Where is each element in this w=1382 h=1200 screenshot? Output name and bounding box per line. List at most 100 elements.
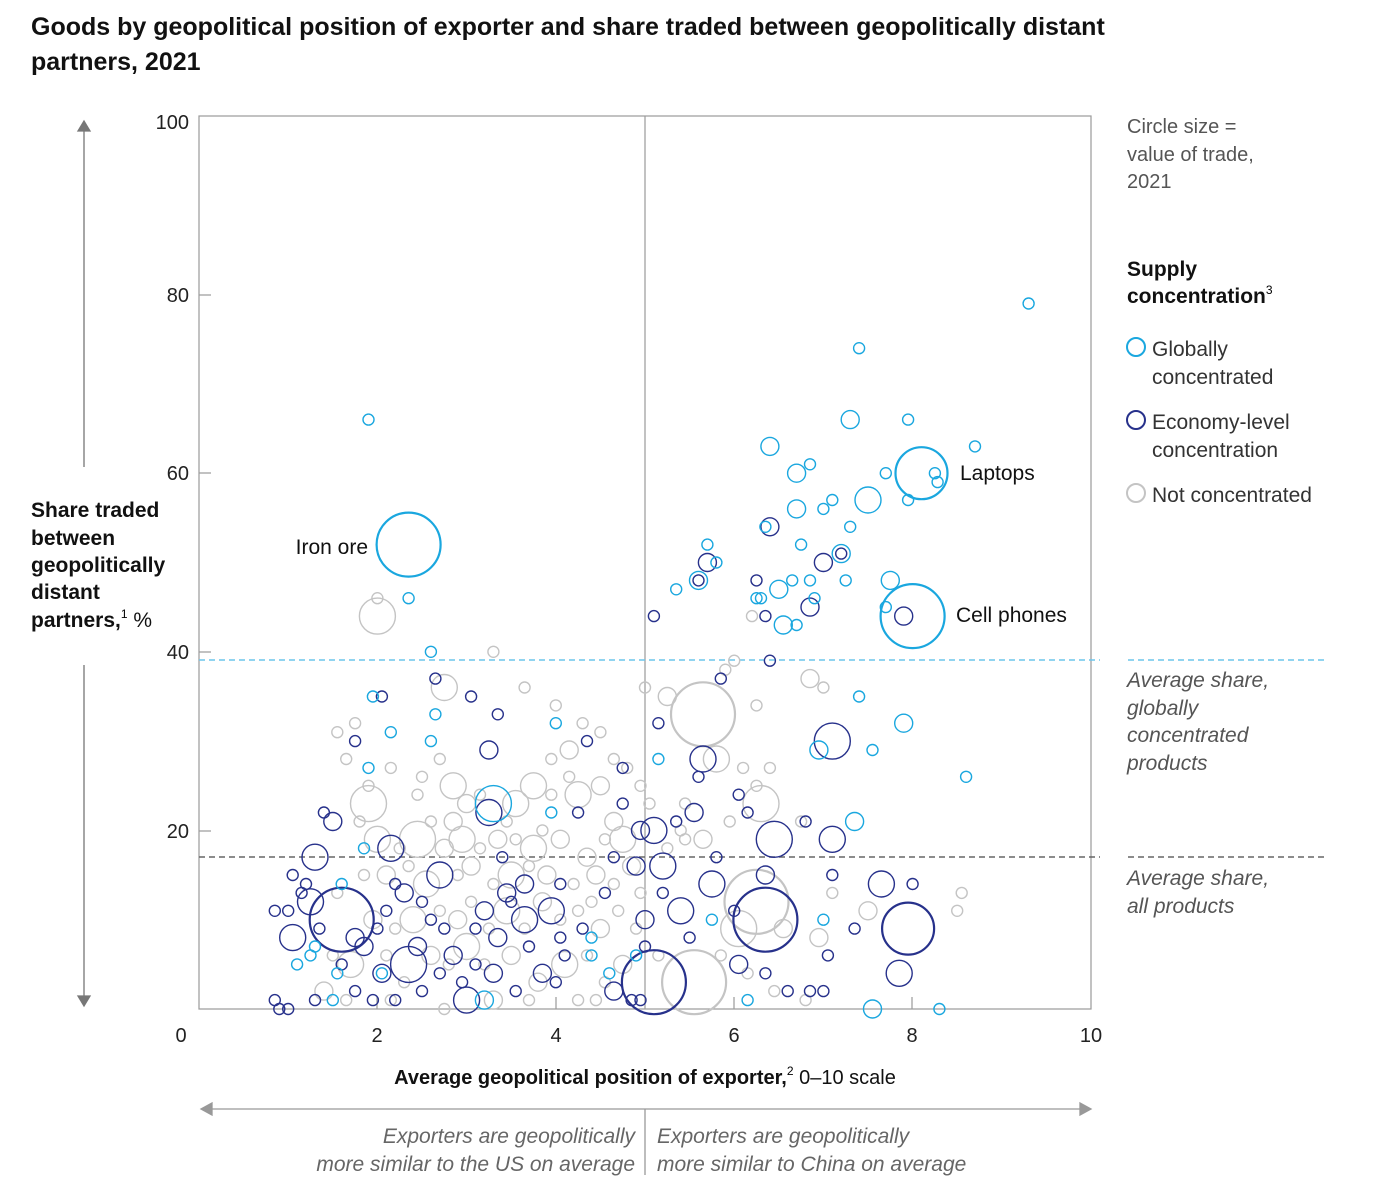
bubble-economy-39: [496, 851, 509, 864]
bubble-economy-97: [759, 967, 772, 980]
bubble-not-concentrated-23: [411, 788, 424, 801]
bubble-economy-23: [475, 798, 503, 827]
bubble-economy-65: [438, 922, 451, 935]
chart-title-line-2: partners, 2021: [31, 48, 201, 76]
bubble-not-concentrated-11: [750, 699, 763, 712]
bubble-not-concentrated-54: [519, 834, 548, 862]
bubble-not-concentrated-123: [809, 927, 829, 948]
legend-not-line-1: Not concentrated: [1152, 484, 1312, 507]
bubble-globally-38: [879, 582, 946, 650]
bubble-globally-71: [862, 999, 883, 1019]
bubble-economy-25: [323, 811, 343, 832]
y-axis-arrow: [76, 119, 92, 1008]
bubble-not-concentrated-58: [598, 833, 612, 846]
bubble-economy-103: [880, 901, 936, 956]
bubble-not-concentrated-96: [336, 950, 365, 979]
bubble-globally-30: [839, 574, 852, 587]
bubble-globally-13: [826, 493, 839, 507]
bubble-economy-108: [282, 1002, 295, 1016]
y-axis-label-line-1: Share traded: [31, 499, 159, 522]
y-tick-label-20: 20: [167, 821, 189, 843]
bubble-not-concentrated-72: [586, 865, 606, 885]
bubble-economy-11: [429, 672, 442, 685]
x-axis-label-sup: 2: [787, 1064, 794, 1078]
bubble-economy-69: [433, 967, 446, 980]
bubble-economy-19: [689, 745, 717, 773]
legend-title-line-2: concentration3: [1127, 283, 1273, 308]
bubble-not-concentrated-36: [634, 779, 647, 792]
bubble-not-concentrated-42: [742, 784, 780, 823]
x-axis-label-rest: 0–10 scale: [794, 1067, 896, 1089]
bubble-economy-68: [372, 963, 392, 983]
bubble-economy-119: [638, 940, 652, 953]
bubble-not-concentrated-112: [438, 1002, 451, 1016]
bubble-not-concentrated-57: [577, 847, 597, 867]
bubble-economy-85: [576, 922, 589, 935]
bubble-globally-10: [894, 446, 949, 501]
bubble-economy-82: [537, 897, 565, 925]
bubble-not-concentrated-60: [661, 842, 674, 855]
bubble-economy-122: [571, 806, 585, 819]
bubble-not-concentrated-108: [613, 954, 633, 975]
bubble-economy-21: [616, 761, 629, 775]
bubble-not-concentrated-121: [858, 901, 878, 921]
bubble-economy-6: [813, 552, 834, 573]
bubble-economy-20: [813, 722, 851, 760]
bubble-globally-24: [710, 556, 723, 569]
bubble-economy-80: [509, 984, 522, 998]
bubble-not-concentrated-118: [723, 815, 736, 828]
bubble-not-concentrated-92: [590, 918, 611, 939]
y-axis-label-line-2: between: [31, 527, 115, 550]
bubble-globally-58: [304, 949, 317, 962]
bubble-not-concentrated-139: [585, 895, 598, 908]
bubble-not-concentrated-129: [357, 868, 371, 882]
bubble-globally-0: [1022, 297, 1035, 310]
bubble-not-concentrated-22: [349, 784, 388, 823]
y-arrow-down-head: [76, 995, 92, 1008]
bubble-not-concentrated-103: [501, 945, 521, 966]
x-axis-label-bold: Average geopolitical position of exporte…: [394, 1067, 787, 1089]
bubble-not-concentrated-76: [720, 909, 758, 948]
bubble-economy-67: [389, 945, 428, 984]
bubble-globally-22: [831, 543, 851, 564]
bubble-globally-45: [852, 690, 866, 703]
bubble-not-concentrated-133: [384, 761, 397, 775]
bubble-globally-3: [901, 413, 915, 426]
bubble-economy-83: [554, 877, 567, 891]
bubble-globally-55: [844, 811, 865, 832]
bubble-not-concentrated-91: [571, 904, 585, 917]
bubble-globally-19: [701, 538, 714, 551]
y-axis-label-line-3: geopolitically: [31, 554, 166, 577]
bubble-not-concentrated-137: [634, 886, 647, 900]
bubble-globally-68: [705, 913, 719, 926]
bubble-not-concentrated-38: [678, 797, 692, 810]
ref-globally-label-1: Average share,: [1125, 669, 1269, 692]
bubble-not-concentrated-85: [464, 895, 478, 908]
y-axis-label-line-4: distant: [31, 581, 100, 604]
x-tick-label-4: 4: [550, 1025, 561, 1047]
bubble-not-concentrated-90: [554, 913, 567, 926]
bubble-not-concentrated-21: [340, 752, 353, 766]
bubble-globally-20: [759, 520, 772, 533]
bubble-globally-5: [968, 440, 982, 453]
bubble-not-concentrated-0: [371, 592, 384, 605]
bubble-economy-59: [371, 922, 384, 935]
bubble-not-concentrated-93: [612, 904, 625, 917]
bubble-economy-55: [279, 923, 307, 952]
bubble-not-concentrated-4: [638, 681, 652, 694]
y-axis-label-unit: %: [128, 609, 153, 632]
bubble-globally-23: [844, 520, 857, 533]
bubble-economy-26: [616, 797, 629, 810]
bubble-not-concentrated-10: [817, 681, 830, 694]
bubble-not-concentrated-26: [456, 793, 477, 814]
bubble-globally-21: [794, 538, 808, 551]
bubble-economy-86: [598, 886, 612, 900]
bubble-globally-63: [474, 990, 495, 1010]
bubble-globally-7: [786, 463, 807, 483]
bubble-not-concentrated-12: [430, 673, 458, 702]
legend-economy-line-1: Economy-level: [1152, 411, 1290, 434]
bubble-economy-5: [750, 574, 763, 587]
bubble-not-concentrated-104: [528, 972, 548, 992]
bubble-not-concentrated-30: [545, 788, 558, 801]
bubble-globally-17: [931, 475, 944, 489]
